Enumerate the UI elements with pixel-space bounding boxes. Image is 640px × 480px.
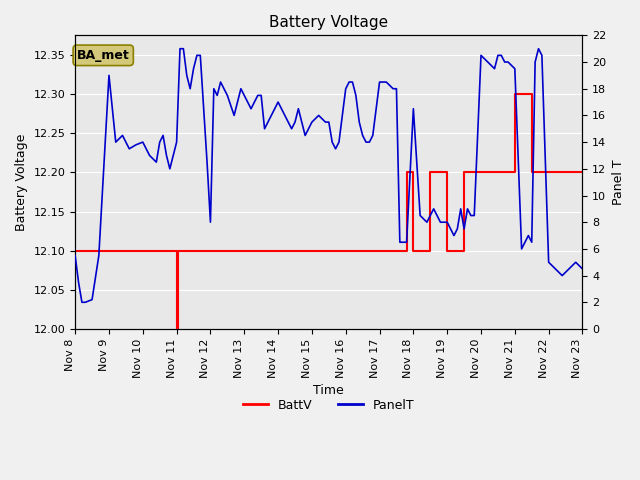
Legend: BattV, PanelT: BattV, PanelT xyxy=(238,394,419,417)
X-axis label: Time: Time xyxy=(314,384,344,397)
Title: Battery Voltage: Battery Voltage xyxy=(269,15,388,30)
Text: BA_met: BA_met xyxy=(77,49,129,62)
Y-axis label: Panel T: Panel T xyxy=(612,159,625,205)
Y-axis label: Battery Voltage: Battery Voltage xyxy=(15,133,28,231)
